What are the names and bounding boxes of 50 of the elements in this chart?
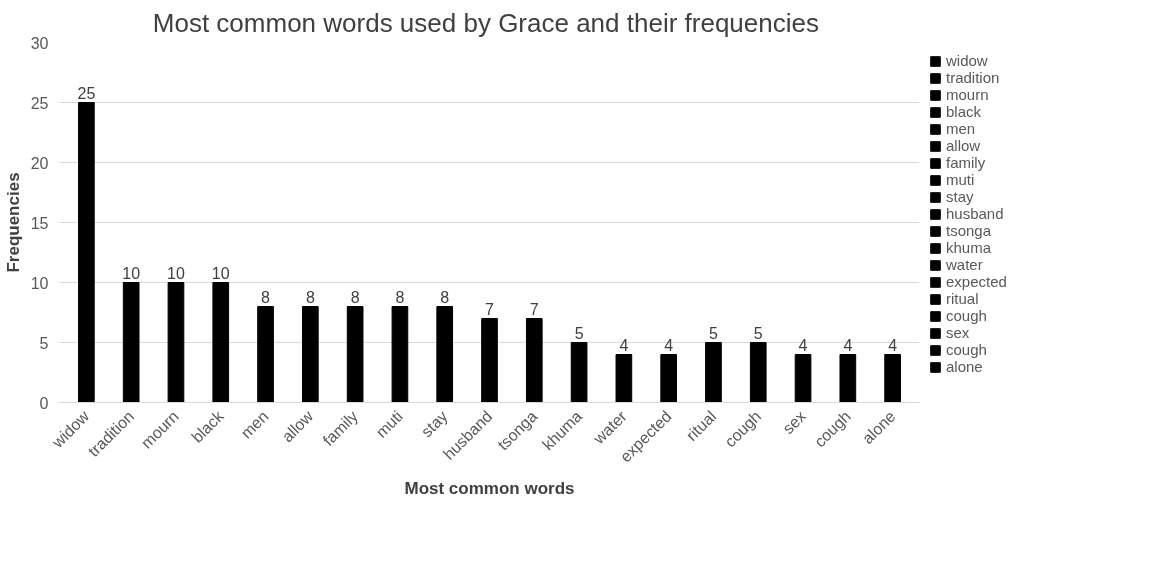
legend-label: ritual — [946, 290, 979, 307]
y-tick-label: 25 — [30, 94, 49, 112]
legend-label: widow — [946, 52, 988, 69]
y-tick-label: 5 — [39, 334, 49, 352]
legend-label: water — [946, 256, 983, 273]
legend-label: black — [946, 103, 982, 120]
data-label: 7 — [485, 300, 495, 318]
legend-label: khuma — [946, 239, 992, 256]
legend-label: tsonga — [946, 222, 992, 239]
data-label: 7 — [529, 300, 539, 318]
data-label: 8 — [261, 288, 271, 306]
data-label: 5 — [753, 324, 763, 342]
y-tick-label: 20 — [30, 154, 49, 172]
legend-label: sex — [946, 324, 970, 341]
legend-label: husband — [946, 205, 1004, 222]
legend-label: men — [946, 120, 976, 137]
data-label: 8 — [395, 288, 405, 306]
x-tick-label: men — [237, 407, 272, 442]
y-tick-label: 10 — [30, 274, 49, 292]
y-tick-label: 0 — [39, 394, 49, 412]
legend-label: tradition — [946, 69, 1000, 86]
x-axis-title: Most common words — [404, 479, 575, 499]
legend-label: muti — [946, 171, 975, 188]
data-label: 5 — [574, 324, 584, 342]
data-label: 8 — [440, 288, 450, 306]
y-tick-label: 15 — [30, 214, 49, 232]
data-label: 8 — [305, 288, 315, 306]
data-label: 4 — [888, 336, 898, 354]
data-label: 10 — [122, 264, 141, 282]
data-label: 10 — [167, 264, 185, 282]
data-label: 10 — [211, 264, 230, 282]
data-label: 8 — [350, 288, 360, 306]
data-label: 4 — [798, 336, 808, 354]
legend-label: allow — [946, 137, 981, 154]
legend-label: cough — [946, 307, 987, 324]
legend-label: family — [946, 154, 986, 171]
legend-label: expected — [946, 273, 1007, 290]
legend-label: mourn — [946, 86, 989, 103]
data-label: 4 — [664, 336, 674, 354]
legend-label: stay — [946, 188, 974, 205]
y-tick-label: 30 — [30, 34, 49, 52]
x-tick-label: sex — [779, 407, 810, 438]
data-label: 4 — [843, 336, 853, 354]
chart-title: Most common words used by Grace and their frequencies — [152, 7, 819, 38]
y-axis-title: Frequencies — [3, 172, 23, 273]
legend-label: alone — [946, 358, 983, 375]
data-label: 5 — [709, 324, 719, 342]
data-label: 25 — [77, 84, 96, 102]
data-label: 4 — [619, 336, 629, 354]
legend-label: cough — [946, 341, 987, 358]
